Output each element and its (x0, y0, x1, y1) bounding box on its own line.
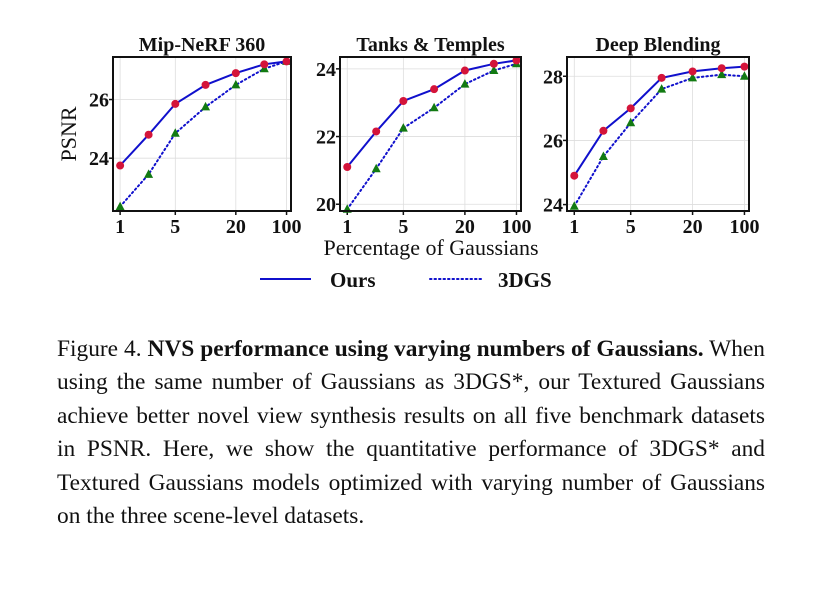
series-line-ours (346, 59, 517, 168)
x-tick-label: 5 (170, 216, 180, 238)
point-ours (399, 97, 408, 105)
x-tick-label: 1 (569, 216, 579, 238)
point-ours (657, 73, 666, 82)
y-tick-label: 24 (543, 195, 563, 217)
point-3dgs (398, 123, 408, 132)
figure: Mip-NeRF 360 24 26 1 5 20 100 Tanks & Temples 20… (56, 34, 759, 292)
x-tick-label: 100 (729, 216, 759, 238)
y-tick-label: 26 (543, 130, 563, 152)
panel-title: Tanks & Temples (356, 34, 504, 56)
x-tick-label: 20 (226, 216, 246, 238)
point-ours (201, 80, 210, 89)
point-ours (171, 99, 180, 108)
x-tick-label: 100 (501, 216, 531, 238)
point-3dgs (371, 163, 381, 173)
y-tick-label: 20 (316, 194, 336, 216)
x-tick-label: 5 (398, 216, 408, 238)
series-line-ours (119, 60, 287, 167)
x-tick-label: 100 (272, 216, 302, 238)
legend-label-3dgs: 3DGS (498, 268, 552, 292)
y-tick-label: 24 (316, 59, 336, 81)
point-ours (489, 59, 498, 68)
point-ours (282, 57, 291, 66)
x-tick-label: 1 (342, 216, 352, 238)
plot-frame (566, 56, 750, 212)
point-ours (688, 67, 697, 76)
point-3dgs (717, 69, 727, 79)
x-tick-label: 1 (115, 216, 125, 238)
plot-frame (112, 56, 292, 212)
chart-figure: Mip-NeRF 360 24 26 1 5 20 100 Tanks & Temples 20… (56, 34, 759, 292)
point-3dgs (460, 79, 470, 88)
point-ours (260, 60, 269, 69)
point-3dgs (201, 101, 211, 111)
point-3dgs (657, 84, 667, 93)
caption-title: NVS performance using varying numbers of… (147, 336, 704, 362)
y-tick-label: 28 (543, 66, 563, 88)
legend-label-ours: Ours (330, 268, 376, 292)
y-tick-label: 26 (89, 90, 109, 112)
caption-body: When using the same number of Gaussians … (57, 336, 766, 530)
point-ours (116, 161, 125, 170)
point-ours (512, 56, 521, 65)
x-tick-label: 20 (455, 216, 475, 238)
panel-title: Deep Blending (595, 34, 720, 56)
point-3dgs (429, 102, 439, 112)
plot-frame (339, 56, 522, 212)
point-ours (144, 130, 153, 139)
caption-lead: Figure 4. (57, 336, 142, 362)
point-ours (626, 104, 635, 113)
point-ours (599, 126, 608, 135)
figure-caption: Figure 4. NVS performance using varying … (57, 333, 765, 533)
point-ours (231, 69, 240, 78)
x-tick-label: 20 (683, 216, 703, 238)
point-ours (740, 62, 749, 71)
point-3dgs (626, 117, 636, 127)
point-ours (343, 163, 352, 171)
point-3dgs (688, 72, 698, 82)
point-3dgs (144, 169, 154, 178)
point-3dgs (231, 79, 241, 89)
point-3dgs (115, 201, 125, 211)
x-tick-label: 5 (626, 216, 636, 238)
point-3dgs (569, 201, 579, 210)
point-3dgs (598, 151, 608, 160)
point-ours (460, 66, 469, 75)
point-ours (372, 127, 381, 136)
point-3dgs (170, 128, 180, 137)
point-3dgs (739, 71, 749, 80)
point-ours (570, 171, 579, 180)
panel-title: Mip-NeRF 360 (139, 34, 265, 56)
x-axis-label: Percentage of Gaussians (323, 235, 538, 260)
point-ours (430, 85, 439, 94)
y-tick-label: 22 (316, 127, 336, 149)
point-3dgs (489, 65, 499, 75)
y-tick-label: 24 (89, 148, 109, 170)
y-axis-label: PSNR (56, 106, 81, 161)
point-ours (717, 64, 726, 73)
